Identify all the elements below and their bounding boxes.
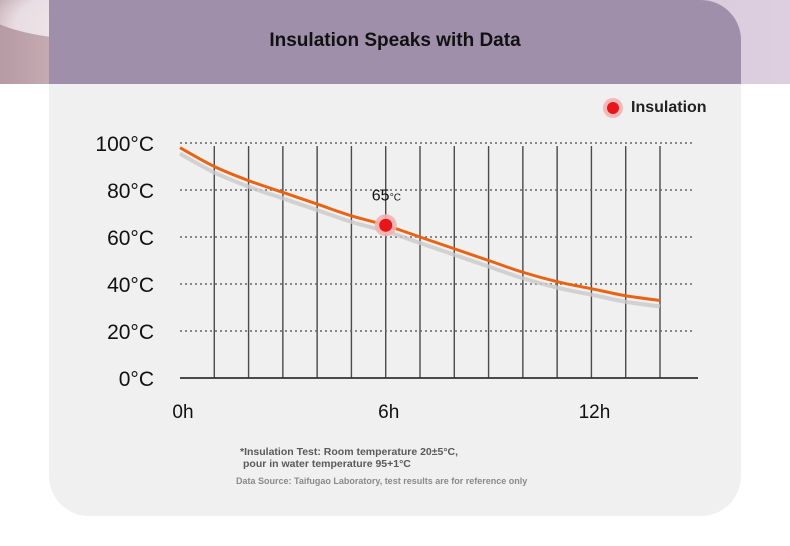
y-tick-label: 40°C — [107, 274, 154, 297]
data-source-note: Data Source: Taifugao Laboratory, test r… — [236, 476, 528, 486]
y-tick-label: 60°C — [107, 227, 154, 250]
legend-label: Insulation — [631, 99, 707, 116]
footnote-line-2: pour in water temperature 95+1°C — [243, 458, 411, 470]
y-tick-label: 100°C — [95, 133, 154, 156]
y-tick-label: 20°C — [107, 321, 154, 344]
footnote-line-1: *Insulation Test: Room temperature 20±5°… — [240, 446, 459, 458]
x-tick-label: 12h — [579, 402, 611, 423]
series-line-insulation — [179, 146, 661, 302]
x-tick-label: 6h — [378, 402, 399, 423]
y-tick-label: 0°C — [119, 368, 154, 391]
test-footnote: *Insulation Test: Room temperature 20±5°… — [240, 446, 458, 470]
y-tick-label: 80°C — [107, 180, 154, 203]
highlight-point — [379, 218, 393, 232]
x-tick-label: 0h — [172, 402, 193, 423]
legend: Insulation — [603, 96, 707, 120]
series-line-shadow — [179, 151, 661, 309]
highlight-value-label: 65 — [372, 187, 390, 204]
highlight-unit-label: °C — [390, 192, 401, 203]
legend-marker — [607, 102, 619, 114]
header-bar — [49, 0, 741, 84]
chart-title: Insulation Speaks with Data — [269, 30, 521, 51]
